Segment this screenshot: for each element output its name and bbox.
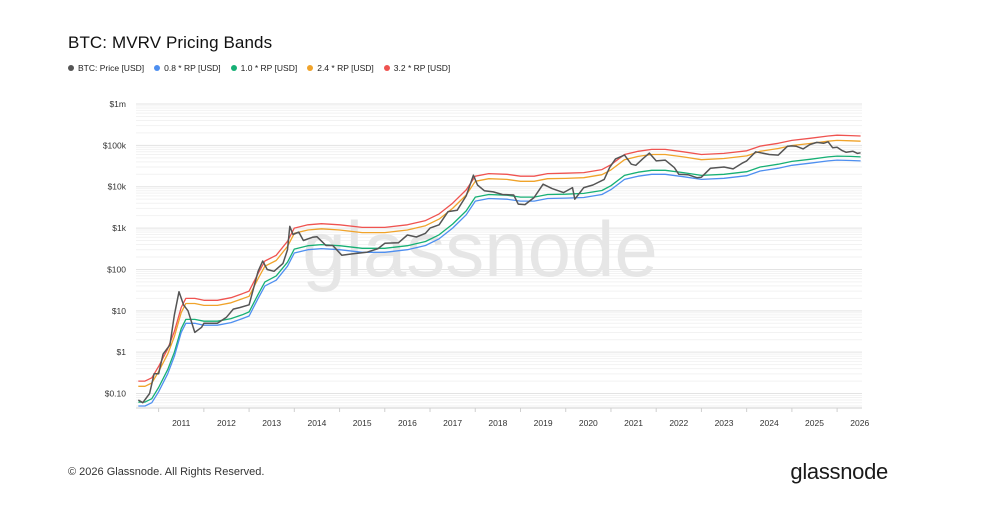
x-tick-label: 2014 [307,418,326,428]
x-tick-label: 2021 [624,418,643,428]
series-line-1-0-rp-usd-[interactable] [138,155,861,403]
y-tick-label: $0.10 [105,389,127,399]
y-tick-label: $10 [112,306,126,316]
chart-legend: BTC: Price [USD] 0.8 * RP [USD] 1.0 * RP… [68,63,450,73]
legend-dot-icon [68,65,74,71]
watermark: glassnode [302,205,658,293]
series-line-0-8-rp-usd-[interactable] [138,159,861,407]
legend-item-3-2-rp[interactable]: 3.2 * RP [USD] [383,63,451,73]
legend-dot-icon [154,65,161,71]
legend-dot-icon [383,65,390,71]
legend-item-1-0-rp[interactable]: 1.0 * RP [USD] [230,63,298,73]
chart-title: BTC: MVRV Pricing Bands [68,33,273,52]
legend-label: 2.4 * RP [USD] [317,63,374,73]
y-axis: $1m $100k $10k $1k $100 $10 $1 $0.10 [103,99,127,399]
series-line-btc-price-usd-[interactable] [137,141,861,404]
series-line-2-4-rp-usd-[interactable] [138,139,861,387]
x-tick-label: 2011 [172,418,191,428]
legend-label: 0.8 * RP [USD] [164,63,221,73]
x-tick-label: 2020 [579,418,598,428]
x-tick-label: 2017 [443,418,462,428]
legend-item-2-4-rp[interactable]: 2.4 * RP [USD] [307,63,374,73]
x-axis: 2011 2012 2013 2014 2015 2016 2017 2018 2019 2020… [136,407,869,428]
legend-label: 3.2 * RP [USD] [393,63,451,73]
x-tick-label: 2018 [488,418,507,428]
glassnode-logo: glassnode [790,459,888,484]
x-tick-label: 2022 [669,418,688,428]
y-tick-label: $10k [108,182,127,192]
y-tick-label: $100k [103,140,127,150]
gridlines [136,103,862,407]
legend-item-0-8-rp[interactable]: 0.8 * RP [USD] [154,63,221,73]
legend-label: BTC: Price [USD] [78,63,145,73]
copyright-footer: © 2026 Glassnode. All Rights Reserved. [68,466,265,478]
y-tick-label: $100 [107,264,126,274]
y-tick-label: $1k [112,223,126,233]
legend-dot-icon [307,65,314,71]
x-tick-label: 2016 [398,418,417,428]
series-line-3-2-rp-usd-[interactable] [138,134,861,382]
x-tick-label: 2025 [805,418,824,428]
x-tick-label: 2013 [262,418,281,428]
x-tick-label: 2015 [353,418,372,428]
x-tick-label: 2026 [850,418,869,428]
legend-label: 1.0 * RP [USD] [240,63,298,73]
x-tick-label: 2023 [715,418,734,428]
series-lines [137,134,861,407]
x-tick-label: 2024 [760,418,779,428]
x-tick-label: 2012 [217,418,236,428]
y-tick-label: $1m [109,99,126,109]
legend-item-price[interactable]: BTC: Price [USD] [68,63,144,73]
y-tick-label: $1 [117,347,127,357]
x-tick-label: 2019 [534,418,553,428]
legend-dot-icon [230,65,237,71]
